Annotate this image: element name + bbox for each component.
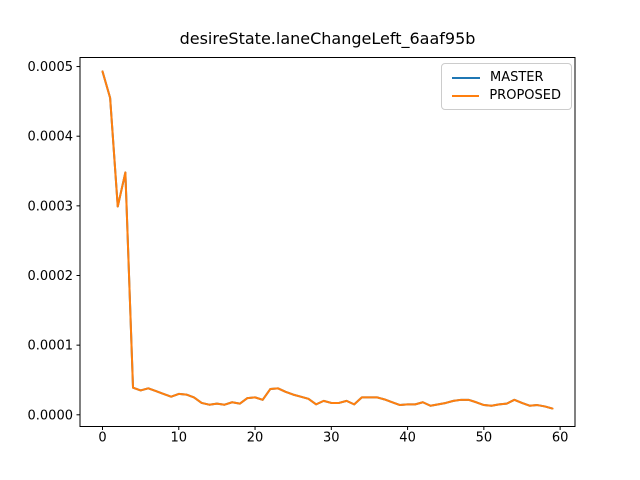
legend-line-sample-proposed <box>452 95 480 97</box>
x-tick-label: 20 <box>247 431 264 446</box>
chart-title: desireState.laneChangeLeft_6aaf95b <box>179 29 476 48</box>
series-line-master <box>101 70 554 410</box>
y-tick-label: 0.0001 <box>28 339 74 354</box>
series-line-proposed <box>101 70 554 410</box>
legend-line-sample-master <box>452 77 480 79</box>
y-tick-label: 0.0002 <box>28 269 74 284</box>
x-tick-label: 50 <box>476 431 493 446</box>
x-tick-label: 0 <box>98 431 106 446</box>
axes-spines <box>79 57 576 427</box>
legend-label: PROPOSED <box>489 88 561 103</box>
legend-entry-proposed: PROPOSED <box>452 87 561 105</box>
legend-entry-master: MASTER <box>452 69 561 87</box>
x-tick-label: 60 <box>552 431 569 446</box>
x-tick-label: 10 <box>170 431 187 446</box>
legend: MASTER PROPOSED <box>441 63 572 110</box>
y-tick-label: 0.0005 <box>28 60 74 75</box>
y-tick-label: 0.0000 <box>28 408 74 423</box>
legend-label: MASTER <box>490 70 544 85</box>
y-tick-label: 0.0004 <box>28 130 74 145</box>
x-tick-label: 30 <box>323 431 340 446</box>
x-tick-label: 40 <box>399 431 416 446</box>
y-tick-label: 0.0003 <box>28 199 74 214</box>
